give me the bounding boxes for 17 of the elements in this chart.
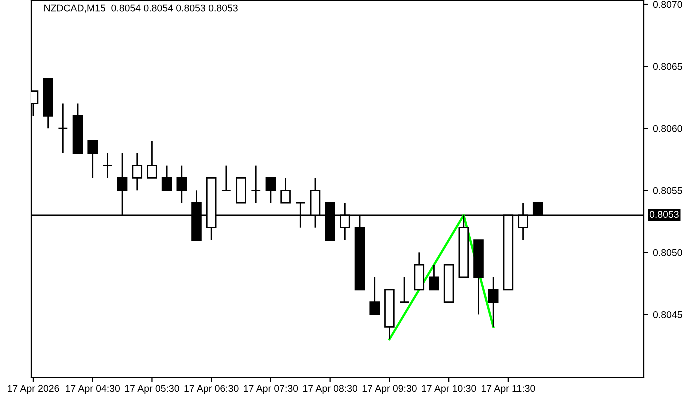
x-tick-label: 17 Apr 2026 [8, 385, 60, 394]
x-tick-label: 17 Apr 09:30 [362, 385, 417, 394]
x-tick-label: 17 Apr 10:30 [422, 385, 476, 394]
y-tick-label: 0.8045 [653, 311, 682, 318]
x-tick-label: 17 Apr 11:30 [482, 385, 536, 394]
x-tick-label: 17 Apr 05:30 [125, 385, 180, 394]
ref-line-label: 0.8053 [650, 211, 679, 218]
y-tick-label: 0.8060 [653, 125, 682, 132]
x-tick-label: 17 Apr 08:30 [304, 385, 358, 394]
x-tick-label: 17 Apr 07:30 [244, 385, 298, 394]
y-tick-label: 0.8050 [653, 249, 682, 256]
y-tick-label: 0.8070 [653, 1, 682, 8]
y-tick-label: 0.8055 [653, 187, 682, 194]
x-tick-label: 17 Apr 06:30 [184, 385, 239, 394]
x-tick-label: 17 Apr 04:30 [66, 385, 120, 394]
chart-title: NZDCAD,M15 0.8054 0.8054 0.8053 0.8053 [44, 4, 238, 13]
y-tick-label: 0.8065 [653, 63, 682, 70]
